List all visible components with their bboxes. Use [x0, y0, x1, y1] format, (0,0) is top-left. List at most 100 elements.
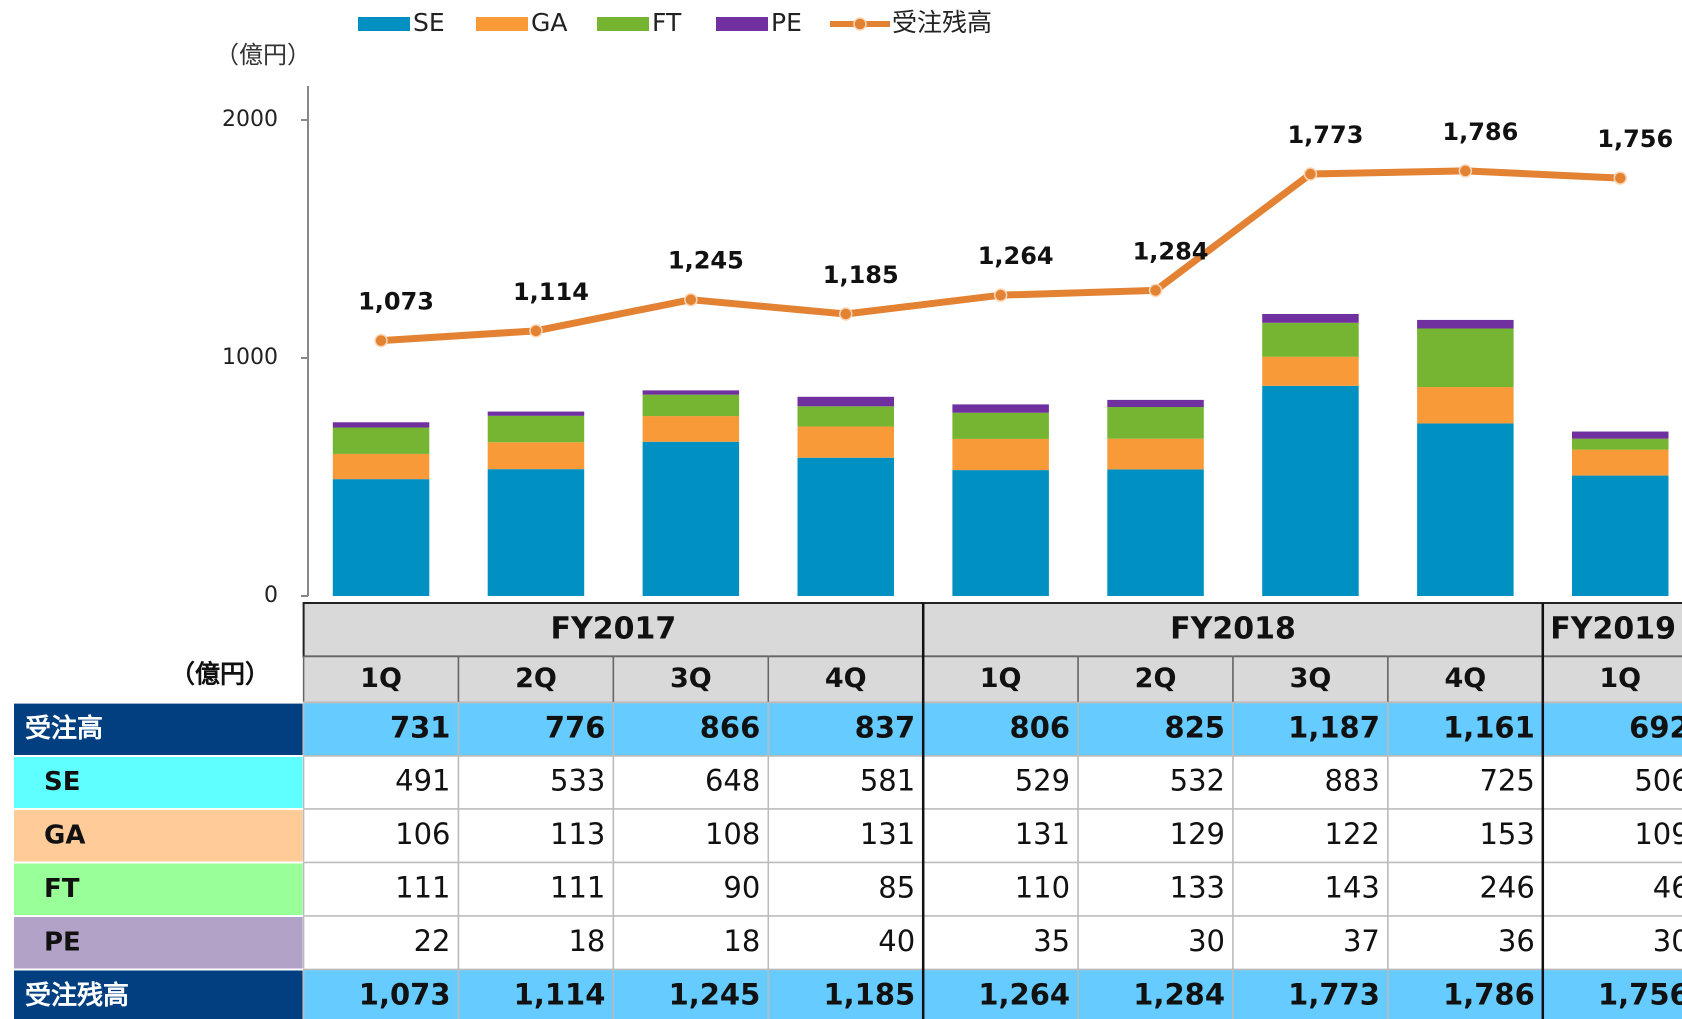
table-cell — [767, 701, 924, 757]
line-marker — [1303, 167, 1318, 181]
table-cell-text: 90 — [723, 870, 760, 904]
table-cell-text: 1,786 — [1443, 977, 1535, 1011]
table-cell-text: 46 — [1653, 870, 1682, 904]
bar-segment — [1572, 438, 1669, 450]
table-cell-text: 30 — [1188, 924, 1225, 958]
table-header-text: FY2018 — [1170, 611, 1296, 646]
table-cell — [457, 915, 615, 971]
table-cell-text: 692 — [1629, 710, 1682, 744]
bar-segment — [487, 415, 585, 443]
bar-segment — [1572, 475, 1669, 596]
table-cell-text: 776 — [545, 710, 606, 744]
table-cell-text: 37 — [1343, 924, 1380, 958]
row-label: SE — [44, 767, 81, 797]
row-label: FT — [44, 874, 80, 904]
bar-segment — [797, 457, 894, 596]
bar-segment — [797, 426, 894, 458]
table-cell-text: 36 — [1498, 924, 1535, 958]
table-cell-text: 40 — [878, 924, 915, 958]
table-cell — [302, 915, 460, 971]
bar-segment — [1417, 387, 1514, 424]
legend-label: FT — [652, 8, 682, 37]
bar-segment — [487, 411, 585, 416]
y-tick-label: 0 — [264, 583, 278, 608]
legend-swatch — [358, 17, 410, 31]
table-cell-text: 532 — [1170, 764, 1225, 798]
data-label: 1,185 — [823, 261, 899, 289]
legend-label: PE — [771, 8, 802, 37]
table-cell — [767, 861, 924, 917]
table-cell — [1077, 968, 1234, 1019]
table-header-text: 1Q — [1599, 663, 1641, 694]
table-cell — [1077, 861, 1234, 917]
table-cell-text: 143 — [1325, 870, 1380, 904]
table-cell-text: 1,284 — [1133, 977, 1225, 1011]
table-header-cell — [1077, 655, 1234, 704]
table-cell-text: 109 — [1634, 817, 1682, 851]
row-label-cell — [12, 968, 305, 1019]
table-cell-text: 1,756 — [1598, 977, 1682, 1011]
table-header-text: 1Q — [980, 663, 1022, 694]
table-header-cell — [767, 655, 924, 704]
table-cell-text: 22 — [414, 924, 451, 958]
table-cell — [457, 808, 615, 864]
table-header-text: FY2019 — [1550, 611, 1676, 646]
table-cell-text: 1,185 — [823, 977, 915, 1011]
bar-segment — [1262, 356, 1359, 386]
data-label: 1,786 — [1442, 118, 1518, 146]
table-cell — [767, 808, 924, 864]
bar-segment — [642, 394, 740, 417]
bar-segment — [1107, 438, 1204, 470]
table-cell — [922, 701, 1079, 757]
table-cell — [457, 968, 615, 1019]
table-cell-text: 1,187 — [1288, 710, 1380, 744]
table-cell-text: 113 — [550, 817, 605, 851]
row-label: 受注残高 — [25, 980, 129, 1011]
table-cell-text: 129 — [1170, 817, 1225, 851]
line-marker — [529, 324, 543, 338]
bar-segment — [1107, 469, 1204, 596]
data-label: 1,073 — [358, 288, 434, 316]
table-cell-text: 131 — [860, 817, 915, 851]
bar-segment — [952, 470, 1049, 596]
table-header-cell — [1387, 655, 1544, 704]
table-cell-text: 122 — [1325, 817, 1380, 851]
table-cell-text: 581 — [860, 764, 915, 798]
bar-segment — [797, 396, 894, 407]
bar-segment — [1262, 322, 1359, 357]
bar-segment — [642, 390, 740, 395]
data-label: 1,773 — [1287, 121, 1363, 149]
table-header-cell — [457, 655, 615, 704]
table-cell-text: 108 — [705, 817, 760, 851]
bar-segment — [1107, 399, 1204, 408]
data-label: 1,114 — [513, 278, 589, 306]
legend-label: 受注残高 — [892, 8, 992, 37]
bar-segment — [797, 406, 894, 427]
bar-segment — [487, 469, 585, 596]
table-header-text: 3Q — [1290, 663, 1332, 694]
line-marker — [374, 333, 388, 348]
table-cell-text: 106 — [395, 817, 450, 851]
table-cell-text: 1,264 — [978, 977, 1070, 1011]
table-header-text: 1Q — [360, 663, 402, 694]
row-label: 受注高 — [25, 713, 103, 744]
table-cell-text: 529 — [1015, 764, 1070, 798]
table-header-text: 3Q — [670, 663, 712, 694]
legend-swatch — [476, 17, 528, 31]
table-cell — [922, 861, 1079, 917]
y-axis-label: （億円） — [215, 41, 311, 69]
row-label: GA — [44, 820, 85, 850]
bar-segment — [952, 438, 1049, 471]
legend-label: GA — [531, 8, 567, 37]
bar-segment — [952, 412, 1049, 439]
table-cell-text: 133 — [1170, 870, 1225, 904]
table-cell-text: 533 — [550, 764, 605, 798]
table-cell — [612, 755, 770, 810]
bar-segment — [332, 427, 430, 454]
y-tick-label: 1000 — [222, 345, 278, 370]
table-cell-text: 1,245 — [669, 977, 761, 1011]
table-cell-text: 1,773 — [1288, 977, 1380, 1011]
table-cell — [922, 755, 1079, 810]
table-cell — [767, 968, 924, 1019]
table-cell-text: 1,114 — [514, 977, 606, 1011]
